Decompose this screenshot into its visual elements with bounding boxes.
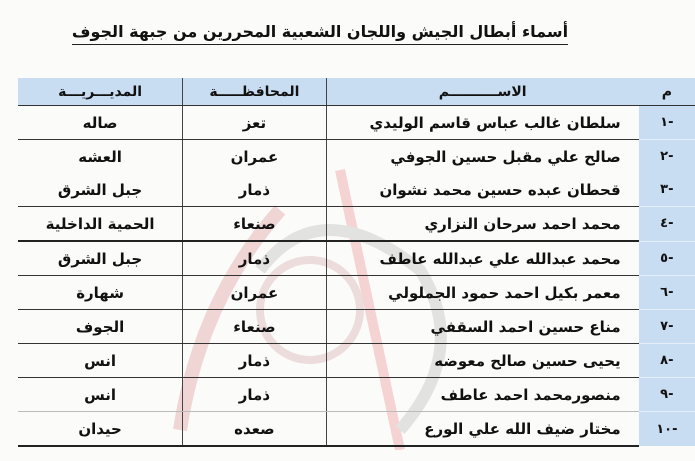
document-title: أسماء أبطال الجيش واللجان الشعبية المحرر…: [60, 22, 580, 45]
name-cell: سلطان غالب عباس قاسم الوليدي: [325, 105, 639, 140]
governorate-cell: ذمار: [182, 173, 327, 207]
district-cell: الجوف: [18, 309, 183, 344]
header-governorate: المحافظـــــة: [182, 78, 327, 106]
governorate-cell: عمران: [182, 275, 327, 310]
governorate-cell: صنعاء: [182, 206, 327, 242]
row-number: -٦: [638, 275, 695, 310]
table-row: -٤ محمد احمد سرحان النزاري صنعاء الحمية الد…: [18, 206, 695, 242]
table-row: -٥ محمد عبدالله علي عبدالله عاطف ذمار جبل ا…: [18, 241, 695, 276]
header-district: المديـــريـــة: [18, 78, 183, 106]
table-row: -١٠ مختار ضيف الله علي الورع صعده حيدان: [18, 411, 695, 447]
table-header-row: م الاســــــــــم المحافظـــــة المديـــ…: [18, 78, 695, 106]
governorate-cell: ذمار: [182, 241, 327, 276]
name-cell: معمر بكيل احمد حمود الجملولي: [325, 275, 639, 310]
name-cell: محمد احمد سرحان النزاري: [325, 206, 639, 242]
row-number: -١٠: [638, 411, 695, 446]
governorate-cell: ذمار: [182, 377, 327, 412]
row-number: -٣: [638, 173, 695, 207]
table-row: -٨ يحيى حسين صالح معوضه ذمار انس: [18, 343, 695, 378]
name-cell: صالح علي مقبل حسين الجوفي: [325, 139, 639, 173]
table-row: -٣ قحطان عبده حسين محمد نشوان ذمار جبل الشر…: [18, 173, 695, 207]
row-number: -١: [638, 105, 695, 140]
governorate-cell: صنعاء: [182, 309, 327, 344]
district-cell: حيدان: [18, 411, 183, 447]
prisoners-table: م الاســــــــــم المحافظـــــة المديـــ…: [18, 78, 695, 447]
district-cell: انس: [18, 377, 183, 412]
governorate-cell: تعز: [182, 105, 327, 140]
name-cell: مناع حسين احمد السقفي: [325, 309, 639, 344]
table-row: -٢ صالح علي مقبل حسين الجوفي عمران العشه: [18, 139, 695, 173]
district-cell: العشه: [78, 147, 122, 166]
table-row: -٦ معمر بكيل احمد حمود الجملولي عمران شهارة: [18, 275, 695, 310]
district-cell: انس: [18, 343, 183, 378]
name-cell: محمد عبدالله علي عبدالله عاطف: [325, 241, 639, 276]
district-cell: جبل الشرق: [18, 241, 183, 276]
table-row: -٧ مناع حسين احمد السقفي صنعاء الجوف: [18, 309, 695, 344]
district-cell: شهارة: [18, 275, 183, 310]
name-cell: مختار ضيف الله علي الورع: [325, 411, 639, 447]
district-cell: جبل الشرق: [18, 173, 183, 207]
row-number: -٢: [638, 139, 695, 173]
district-cell: الحمية الداخلية: [18, 206, 183, 242]
name-cell: منصورمحمد احمد عاطف: [325, 377, 639, 412]
row-number: -٤: [638, 206, 695, 242]
table-row: -٩ منصورمحمد احمد عاطف ذمار انس: [18, 377, 695, 412]
district-cell: صاله: [18, 105, 183, 140]
name-cell: قحطان عبده حسين محمد نشوان: [325, 173, 639, 207]
header-name: الاســــــــــم: [325, 78, 639, 106]
governorate-cell: عمران: [182, 139, 327, 173]
row-number: -٧: [638, 309, 695, 344]
governorate-cell: صعده: [182, 411, 327, 447]
row-number: -٨: [638, 343, 695, 378]
governorate-cell: ذمار: [182, 343, 327, 378]
row-number: -٩: [638, 377, 695, 412]
header-number: م: [638, 78, 695, 106]
table-row: -١ سلطان غالب عباس قاسم الوليدي تعز صاله: [18, 105, 695, 140]
row-number: -٥: [638, 241, 695, 276]
name-cell: يحيى حسين صالح معوضه: [325, 343, 639, 378]
